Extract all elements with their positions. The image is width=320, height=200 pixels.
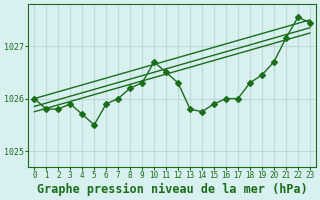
X-axis label: Graphe pression niveau de la mer (hPa): Graphe pression niveau de la mer (hPa): [37, 183, 308, 196]
